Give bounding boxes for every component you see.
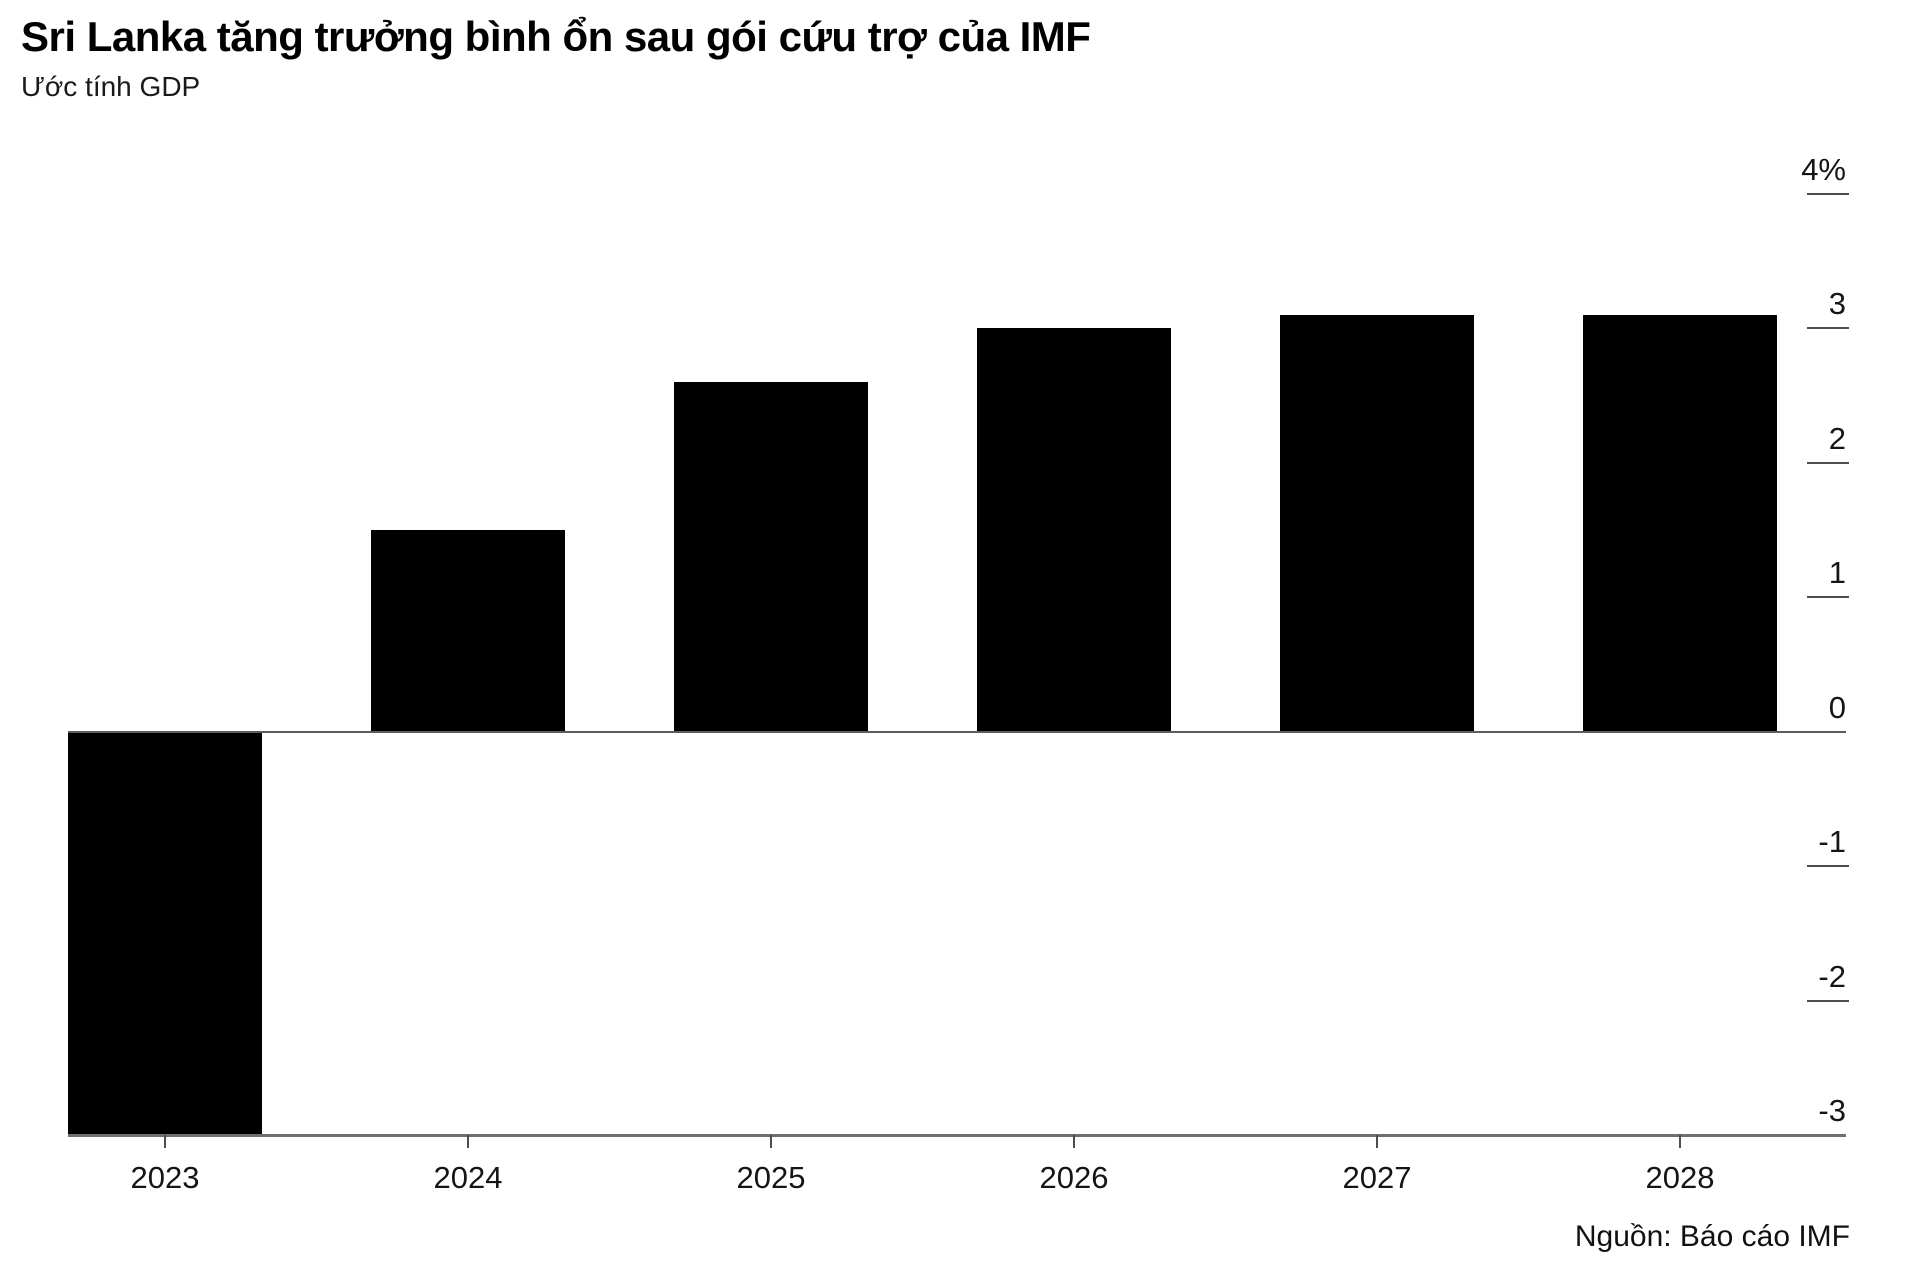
x-axis-label-2026: 2026 [1039, 1160, 1109, 1195]
y-axis-tick-label-0: 0 [1828, 689, 1846, 725]
y-axis-tick-label-2: 2 [1828, 420, 1846, 456]
x-axis-label-2023: 2023 [130, 1160, 200, 1195]
x-axis-label-2028: 2028 [1645, 1160, 1715, 1195]
y-axis-tick--1 [1807, 865, 1849, 868]
y-axis-tick-1 [1807, 596, 1849, 599]
y-axis-tick-2 [1807, 461, 1849, 464]
chart-subtitle: Ước tính GDP [21, 71, 201, 102]
bar-2025 [674, 382, 868, 732]
y-axis-tick-label-1: 1 [1828, 555, 1846, 591]
bar-2026 [977, 328, 1171, 732]
x-axis-tick-2023 [164, 1135, 166, 1148]
x-axis-tick-2027 [1376, 1135, 1378, 1148]
y-axis-tick-4 [1807, 192, 1849, 195]
x-axis-tick-2026 [1073, 1135, 1075, 1148]
x-axis-tick-2025 [770, 1135, 772, 1148]
y-axis-tick-label-3: 3 [1828, 286, 1846, 322]
bar-2024 [371, 529, 565, 732]
y-axis-tick-label--1: -1 [1818, 824, 1846, 860]
chart-title: Sri Lanka tăng trưởng bình ổn sau gói cứ… [21, 13, 1091, 60]
x-axis-label-2024: 2024 [433, 1160, 503, 1195]
y-axis-tick-label--2: -2 [1818, 958, 1846, 994]
x-axis-line [68, 1134, 1846, 1137]
zero-gridline [68, 730, 1846, 733]
bar-2028 [1583, 314, 1777, 732]
x-axis-tick-2024 [467, 1135, 469, 1148]
bar-2027 [1280, 314, 1474, 732]
plot-area: 4% 3 2 1 0 -1 -2 -3 2023 2024 2025 2026 2027 2028 [68, 140, 1849, 1195]
x-axis-label-2025: 2025 [736, 1160, 806, 1195]
y-axis-tick--2 [1807, 999, 1849, 1002]
chart-header: Sri Lanka tăng trưởng bình ổn sau gói cứ… [21, 10, 1091, 104]
source-note: Nguồn: Báo cáo IMF [1574, 1220, 1850, 1253]
bar-2023 [68, 731, 262, 1135]
x-axis-label-2027: 2027 [1342, 1160, 1412, 1195]
y-axis-tick-label--3: -3 [1818, 1093, 1846, 1128]
x-axis-tick-2028 [1679, 1135, 1681, 1148]
y-axis-tick-3 [1807, 327, 1849, 330]
y-axis-tick-label-4: 4% [1801, 151, 1846, 187]
